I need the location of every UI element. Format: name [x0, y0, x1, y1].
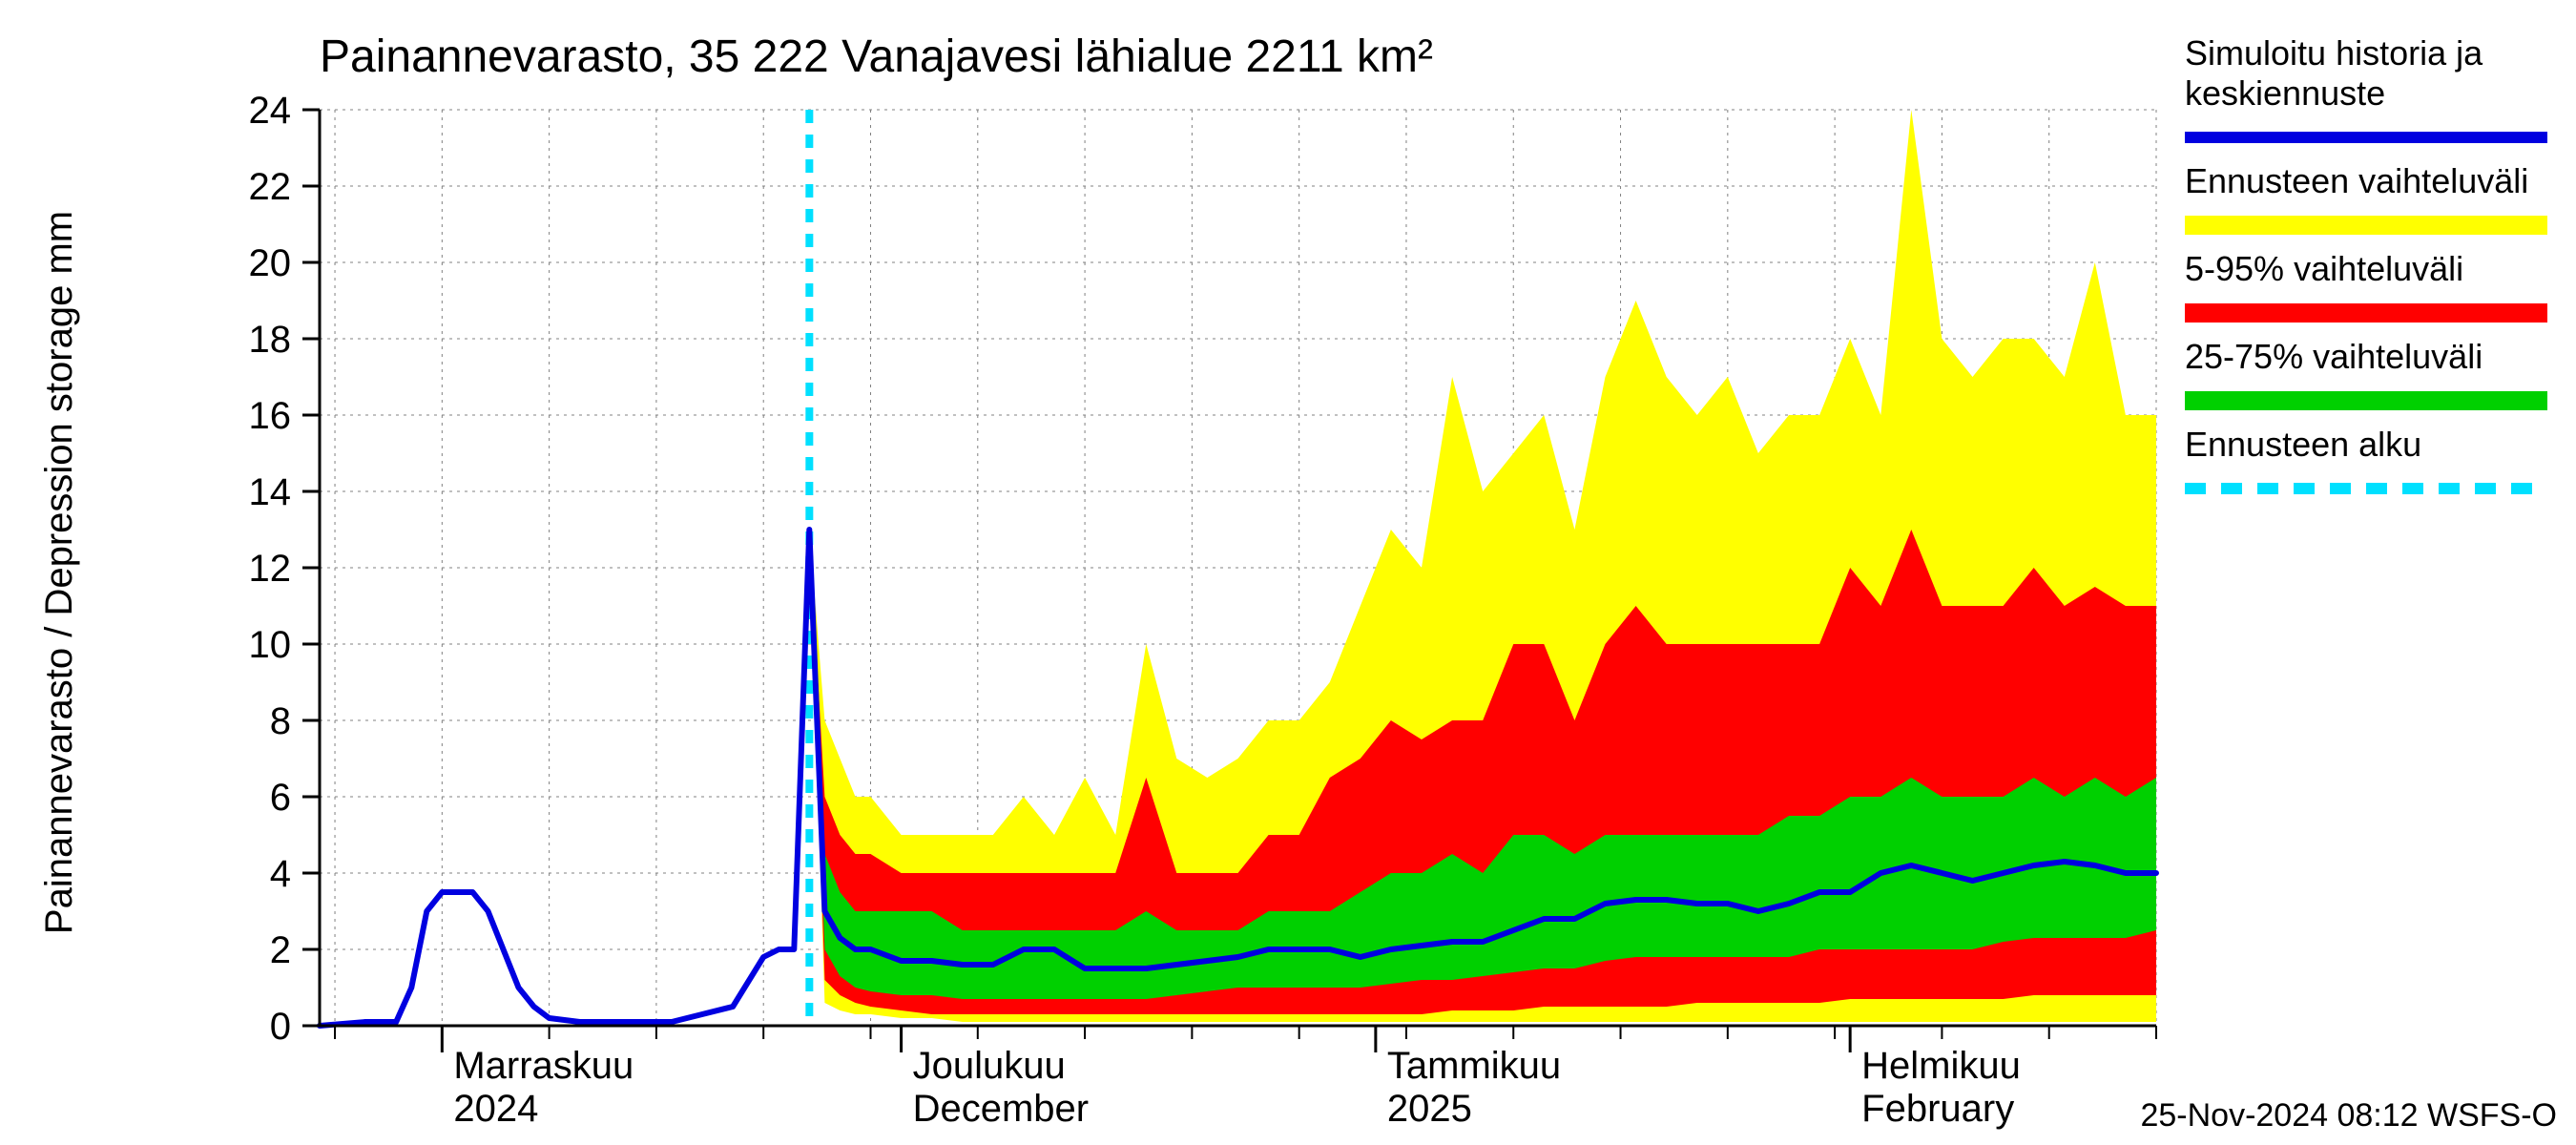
x-month-label: Joulukuu: [913, 1045, 1066, 1087]
footer-timestamp: 25-Nov-2024 08:12 WSFS-O: [2140, 1097, 2557, 1134]
legend-swatch: [2185, 303, 2547, 323]
x-month-label: Helmikuu: [1861, 1045, 2021, 1087]
y-axis-label: Painannevarasto / Depression storage mm: [38, 211, 80, 934]
y-tick: 6: [270, 777, 291, 819]
legend-label: Simuloitu historia ja: [2185, 33, 2483, 73]
y-tick: 16: [249, 395, 292, 437]
x-month-label2: 2024: [453, 1088, 538, 1130]
legend-label: Ennusteen vaihteluväli: [2185, 161, 2528, 200]
y-tick: 12: [249, 548, 292, 590]
y-tick: 10: [249, 624, 292, 666]
x-month-label: Tammikuu: [1387, 1045, 1561, 1087]
x-month-label2: December: [913, 1088, 1090, 1130]
y-tick: 22: [249, 166, 292, 208]
legend-label: 25-75% vaihteluväli: [2185, 337, 2483, 376]
y-tick: 0: [270, 1006, 291, 1048]
y-tick: 4: [270, 853, 291, 895]
y-tick: 14: [249, 471, 292, 513]
forecast-bands: [809, 110, 2156, 1022]
y-tick-labels: 024681012141618202224: [249, 90, 292, 1048]
chart-svg: Painannevarasto, 35 222 Vanajavesi lähia…: [0, 0, 2576, 1145]
chart-title: Painannevarasto, 35 222 Vanajavesi lähia…: [320, 31, 1433, 82]
legend-swatch: [2185, 216, 2547, 235]
x-month-label2: 2025: [1387, 1088, 1472, 1130]
y-tick: 18: [249, 319, 292, 361]
legend-label: Ennusteen alku: [2185, 425, 2421, 464]
x-month-label2: February: [1861, 1088, 2014, 1130]
y-tick: 20: [249, 242, 292, 284]
y-tick: 2: [270, 929, 291, 971]
chart-container: Painannevarasto, 35 222 Vanajavesi lähia…: [0, 0, 2576, 1145]
legend-label: keskiennuste: [2185, 73, 2385, 113]
x-tick-labels: Marraskuu2024 JoulukuuDecember Tammikuu202…: [453, 1045, 2021, 1130]
y-tick: 24: [249, 90, 292, 132]
x-month-label: Marraskuu: [453, 1045, 634, 1087]
legend-label: 5-95% vaihteluväli: [2185, 249, 2463, 288]
legend-swatch: [2185, 391, 2547, 410]
legend: Simuloitu historia jakeskiennuste Ennuste…: [2185, 33, 2547, 489]
y-tick: 8: [270, 700, 291, 742]
